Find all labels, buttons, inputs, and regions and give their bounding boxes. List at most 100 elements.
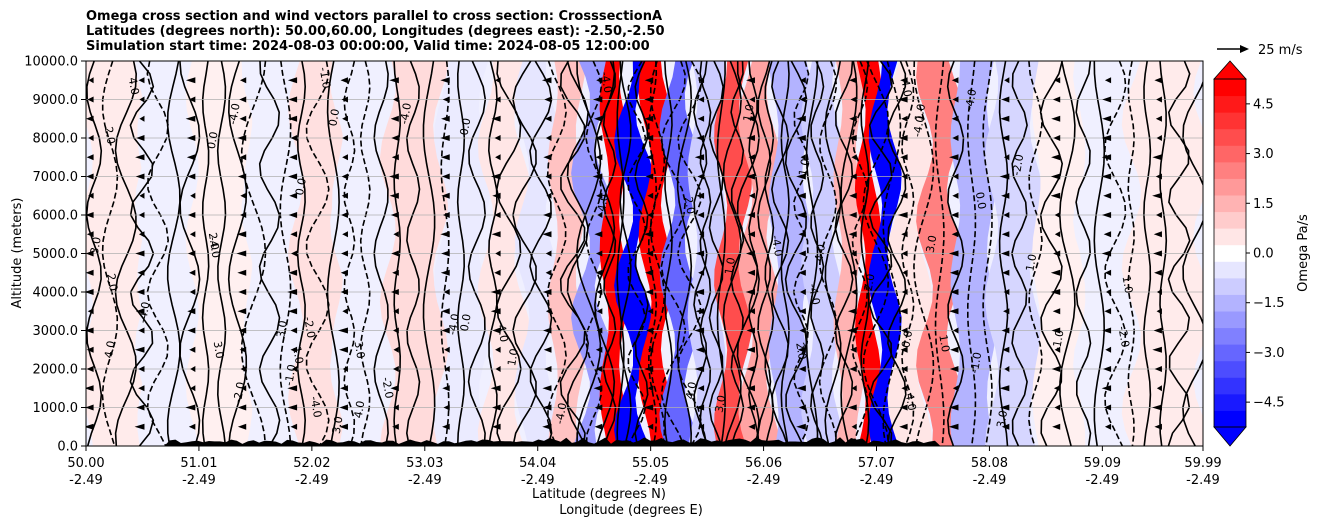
contour-label: -4.0 — [397, 102, 414, 125]
wind-vector — [443, 404, 450, 411]
x-tick-label-lon: -2.49 — [860, 473, 894, 488]
colorbar-step — [1214, 377, 1246, 395]
wind-vector — [646, 327, 654, 334]
wind-vector — [185, 115, 196, 122]
wind-vector — [341, 250, 348, 257]
contour-label: -4.0 — [911, 115, 928, 138]
wind-vector — [795, 115, 806, 122]
colorbar-extend-top — [1213, 60, 1247, 80]
wind-vector — [951, 77, 959, 84]
wind-vector — [237, 404, 247, 411]
wind-vector — [542, 289, 552, 295]
contour-label: -2.0 — [301, 316, 318, 339]
contour-label: 0.0 — [293, 177, 309, 196]
contour-label: -1.0 — [1050, 329, 1067, 352]
wind-vector — [341, 96, 348, 103]
wind-vector — [288, 96, 298, 103]
x-tick-label-lon: -2.49 — [973, 473, 1007, 488]
contour-label: 1.0 — [741, 103, 757, 122]
wind-vector — [544, 115, 552, 122]
terrain-profile — [86, 437, 1203, 446]
y-axis-label: Altitude (meters) — [10, 198, 25, 309]
wind-vector — [1001, 231, 1010, 238]
contour-label: 4.0 — [126, 76, 142, 95]
wind-vector — [1156, 308, 1162, 315]
wind-vector — [440, 269, 450, 276]
wind-vector — [490, 308, 501, 315]
wind-vector — [746, 135, 755, 141]
wind-vector — [1003, 289, 1010, 295]
wind-vector — [289, 154, 298, 161]
wind-vector — [748, 423, 755, 430]
wind-vector — [847, 308, 857, 315]
wind-vector — [952, 173, 959, 180]
contour-label: 1.0 — [1023, 253, 1039, 272]
wind-vector — [800, 154, 806, 161]
wind-vector — [188, 423, 196, 430]
wind-vector — [849, 192, 857, 199]
wind-vector — [796, 173, 806, 180]
contour-label: -2.0 — [1115, 325, 1132, 348]
wind-vector — [952, 192, 959, 199]
wind-vector — [850, 173, 857, 180]
wind-vector — [1001, 96, 1010, 103]
wind-vector — [595, 346, 603, 353]
wind-vector — [290, 231, 298, 238]
wind-vector — [189, 269, 196, 276]
wind-vector — [290, 135, 298, 141]
x-tick-label-lat: 53.03 — [406, 456, 443, 471]
contour-label: -1.0 — [317, 66, 334, 89]
contour-label: -2.0 — [1010, 153, 1027, 176]
wind-vector — [390, 385, 399, 392]
wind-vector — [594, 231, 603, 238]
contour-label: 3.0 — [994, 409, 1010, 428]
wind-vector — [390, 212, 399, 218]
wind-vector — [647, 212, 654, 218]
wind-vector — [745, 173, 755, 180]
wind-vector — [1054, 346, 1061, 353]
wind-vector — [1003, 308, 1010, 315]
contour-label: -4.0 — [963, 88, 980, 111]
wind-vector — [900, 192, 908, 199]
wind-vector — [1050, 173, 1061, 180]
wind-vector — [187, 250, 196, 257]
contour-line — [101, 61, 119, 446]
wind-vector — [137, 269, 145, 276]
wind-vector — [697, 115, 705, 122]
colorbar-step — [1214, 95, 1246, 113]
colorbar-step — [1214, 228, 1246, 246]
wind-vector — [899, 308, 908, 315]
wind-vector — [187, 308, 196, 315]
contour-label: -4.0 — [553, 402, 570, 425]
wind-vector — [289, 192, 298, 199]
wind-vector — [239, 77, 247, 84]
wind-vector — [237, 173, 247, 180]
wind-vector — [797, 346, 806, 353]
wind-vector — [492, 192, 501, 199]
wind-vector — [237, 135, 247, 141]
wind-vector — [88, 192, 94, 199]
wind-vector — [135, 154, 145, 161]
wind-vector — [643, 231, 654, 238]
contour-label: -4.0 — [206, 236, 223, 259]
wind-vector — [900, 77, 908, 84]
wind-vector — [698, 77, 705, 84]
y-tick-label: 9000.0 — [33, 93, 79, 108]
x-tick-label-lat: 54.04 — [519, 456, 556, 471]
wind-vector — [189, 289, 196, 295]
contour-label: 0.0 — [205, 131, 221, 150]
wind-vector — [292, 366, 298, 372]
wind-vector — [494, 96, 501, 103]
wind-vector — [1101, 385, 1112, 392]
wind-vector — [901, 231, 908, 238]
wind-vector — [188, 96, 196, 103]
y-axis-ticks: 0.0 1000.0 2000.0 3000.0 4000.0 5000.0 6000.0 7… — [24, 55, 86, 455]
wind-vector — [1052, 423, 1061, 430]
wind-vector — [696, 135, 705, 141]
wind-vector — [595, 366, 603, 372]
x-tick-label-lat: 58.08 — [971, 456, 1008, 471]
wind-vector — [849, 115, 857, 122]
wind-vector — [901, 289, 908, 295]
wind-vector — [135, 308, 145, 315]
contour-label: 3.0 — [713, 394, 729, 413]
